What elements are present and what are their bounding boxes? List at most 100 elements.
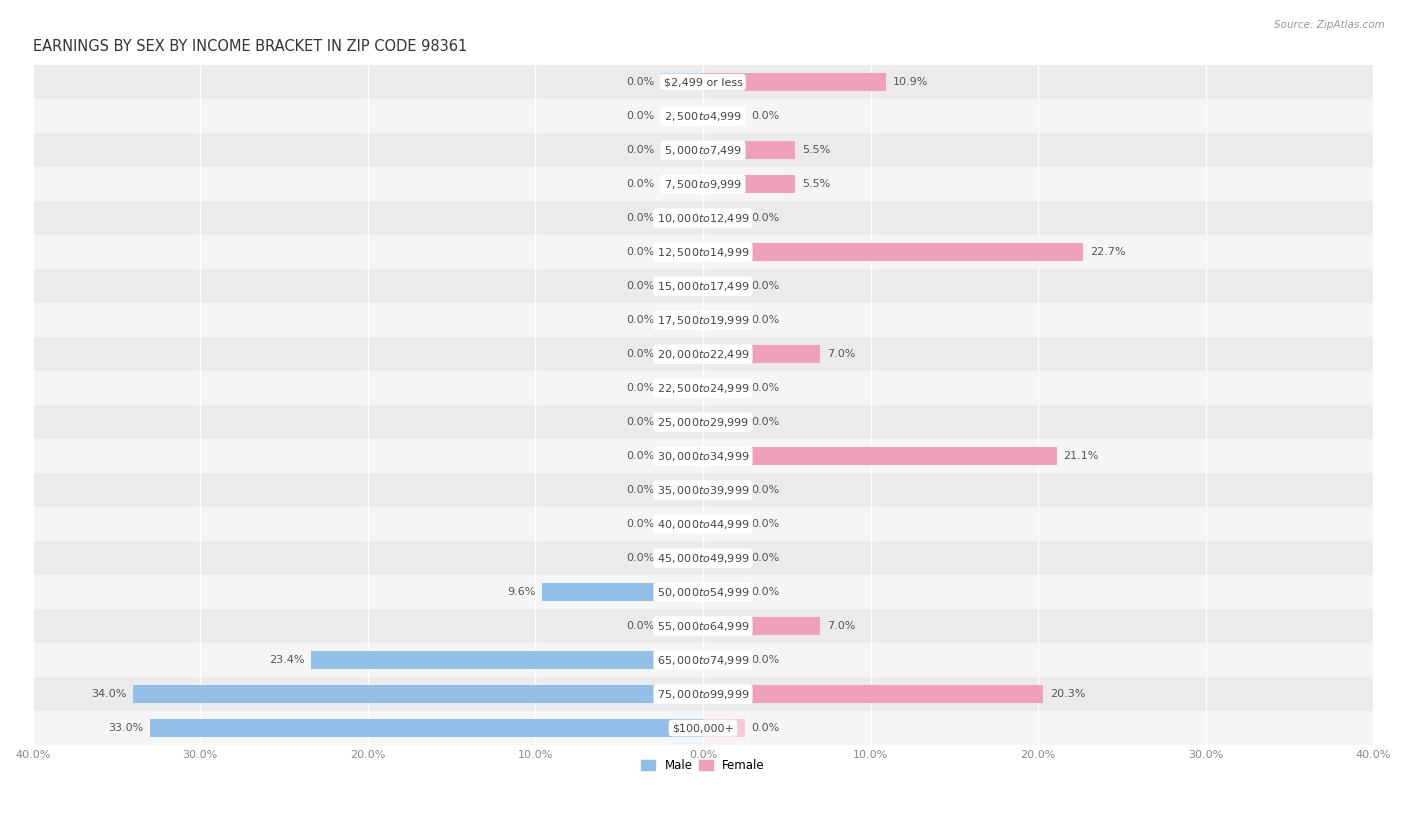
Text: $35,000 to $39,999: $35,000 to $39,999 bbox=[657, 484, 749, 497]
Text: $20,000 to $22,499: $20,000 to $22,499 bbox=[657, 348, 749, 361]
Text: 34.0%: 34.0% bbox=[91, 689, 127, 699]
Text: 20.3%: 20.3% bbox=[1050, 689, 1085, 699]
Text: 0.0%: 0.0% bbox=[626, 315, 654, 325]
Text: $12,500 to $14,999: $12,500 to $14,999 bbox=[657, 246, 749, 259]
Bar bbox=[703, 583, 745, 601]
Bar bbox=[703, 550, 745, 567]
Bar bbox=[32, 303, 1374, 337]
Bar bbox=[703, 481, 745, 499]
Bar bbox=[32, 575, 1374, 609]
Text: 0.0%: 0.0% bbox=[752, 723, 780, 733]
Bar bbox=[703, 447, 1056, 465]
Bar bbox=[311, 651, 703, 669]
Bar bbox=[150, 720, 703, 737]
Bar bbox=[661, 73, 703, 91]
Text: 0.0%: 0.0% bbox=[626, 179, 654, 189]
Text: 0.0%: 0.0% bbox=[626, 520, 654, 529]
Text: $30,000 to $34,999: $30,000 to $34,999 bbox=[657, 450, 749, 463]
Text: $25,000 to $29,999: $25,000 to $29,999 bbox=[657, 415, 749, 428]
Bar bbox=[703, 73, 886, 91]
Bar bbox=[703, 413, 745, 431]
Bar bbox=[661, 141, 703, 159]
Text: 33.0%: 33.0% bbox=[108, 723, 143, 733]
Text: 9.6%: 9.6% bbox=[508, 587, 536, 597]
Bar bbox=[32, 65, 1374, 99]
Bar bbox=[703, 141, 796, 159]
Text: $40,000 to $44,999: $40,000 to $44,999 bbox=[657, 518, 749, 531]
Text: $17,500 to $19,999: $17,500 to $19,999 bbox=[657, 314, 749, 327]
Bar bbox=[32, 337, 1374, 372]
Text: 0.0%: 0.0% bbox=[752, 587, 780, 597]
Bar bbox=[703, 720, 745, 737]
Bar bbox=[32, 439, 1374, 473]
Bar bbox=[661, 515, 703, 533]
Bar bbox=[661, 413, 703, 431]
Bar bbox=[703, 277, 745, 295]
Bar bbox=[32, 372, 1374, 405]
Text: 7.0%: 7.0% bbox=[827, 350, 855, 359]
Bar bbox=[134, 685, 703, 703]
Text: 0.0%: 0.0% bbox=[752, 383, 780, 393]
Bar bbox=[661, 447, 703, 465]
Bar bbox=[32, 711, 1374, 745]
Bar bbox=[32, 609, 1374, 643]
Text: 10.9%: 10.9% bbox=[893, 77, 928, 87]
Bar bbox=[32, 507, 1374, 541]
Text: 0.0%: 0.0% bbox=[626, 621, 654, 631]
Bar bbox=[32, 167, 1374, 202]
Bar bbox=[661, 107, 703, 125]
Text: 0.0%: 0.0% bbox=[752, 520, 780, 529]
Text: $45,000 to $49,999: $45,000 to $49,999 bbox=[657, 552, 749, 565]
Text: $10,000 to $12,499: $10,000 to $12,499 bbox=[657, 211, 749, 224]
Bar bbox=[703, 651, 745, 669]
Text: $2,500 to $4,999: $2,500 to $4,999 bbox=[664, 110, 742, 123]
Text: 5.5%: 5.5% bbox=[801, 179, 830, 189]
Bar bbox=[32, 677, 1374, 711]
Text: 0.0%: 0.0% bbox=[752, 485, 780, 495]
Text: $65,000 to $74,999: $65,000 to $74,999 bbox=[657, 654, 749, 667]
Text: 21.1%: 21.1% bbox=[1063, 451, 1098, 461]
Text: 0.0%: 0.0% bbox=[752, 315, 780, 325]
Bar bbox=[703, 210, 745, 227]
Bar bbox=[661, 243, 703, 261]
Bar bbox=[703, 311, 745, 329]
Text: 0.0%: 0.0% bbox=[626, 247, 654, 257]
Bar bbox=[661, 311, 703, 329]
Bar bbox=[32, 99, 1374, 133]
Text: $5,000 to $7,499: $5,000 to $7,499 bbox=[664, 144, 742, 157]
Bar bbox=[703, 515, 745, 533]
Bar bbox=[703, 685, 1043, 703]
Bar bbox=[661, 277, 703, 295]
Legend: Male, Female: Male, Female bbox=[637, 754, 769, 776]
Bar bbox=[661, 617, 703, 635]
Bar bbox=[32, 405, 1374, 439]
Bar bbox=[703, 380, 745, 397]
Text: $75,000 to $99,999: $75,000 to $99,999 bbox=[657, 688, 749, 701]
Text: 0.0%: 0.0% bbox=[626, 111, 654, 121]
Bar bbox=[32, 235, 1374, 269]
Bar bbox=[661, 210, 703, 227]
Text: 0.0%: 0.0% bbox=[752, 281, 780, 291]
Text: $22,500 to $24,999: $22,500 to $24,999 bbox=[657, 381, 749, 394]
Text: 7.0%: 7.0% bbox=[827, 621, 855, 631]
Text: 0.0%: 0.0% bbox=[626, 417, 654, 427]
Text: 0.0%: 0.0% bbox=[752, 111, 780, 121]
Bar bbox=[32, 473, 1374, 507]
Text: 0.0%: 0.0% bbox=[626, 553, 654, 563]
Bar bbox=[543, 583, 703, 601]
Text: $15,000 to $17,499: $15,000 to $17,499 bbox=[657, 280, 749, 293]
Bar bbox=[32, 541, 1374, 575]
Text: 0.0%: 0.0% bbox=[752, 213, 780, 224]
Bar bbox=[703, 107, 745, 125]
Text: 5.5%: 5.5% bbox=[801, 146, 830, 155]
Bar bbox=[703, 243, 1084, 261]
Bar bbox=[32, 202, 1374, 235]
Text: 0.0%: 0.0% bbox=[752, 655, 780, 665]
Bar bbox=[661, 481, 703, 499]
Bar bbox=[32, 643, 1374, 677]
Text: $100,000+: $100,000+ bbox=[672, 723, 734, 733]
Bar bbox=[32, 269, 1374, 303]
Text: 23.4%: 23.4% bbox=[269, 655, 304, 665]
Text: 0.0%: 0.0% bbox=[752, 417, 780, 427]
Text: 0.0%: 0.0% bbox=[626, 77, 654, 87]
